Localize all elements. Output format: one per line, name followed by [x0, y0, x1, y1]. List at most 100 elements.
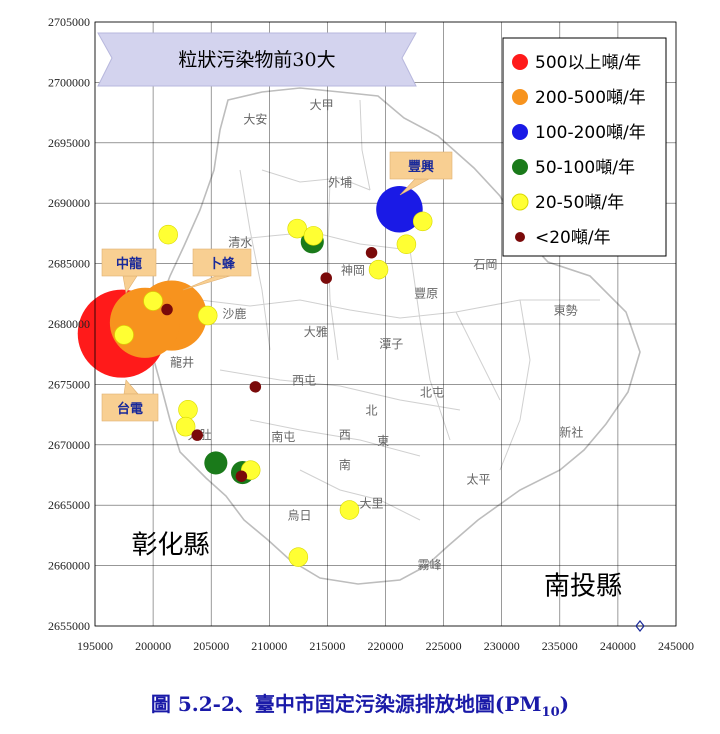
point-c20-17 [175, 416, 196, 437]
x-tick-label-0: 195000 [77, 639, 113, 653]
point-c100-3 [376, 185, 423, 233]
point-c20-7 [158, 224, 178, 245]
point-c20-16 [178, 400, 198, 420]
legend-marker-c500 [512, 54, 528, 70]
district-label-6: 石岡 [473, 257, 497, 271]
point-clt20-22 [320, 272, 332, 284]
y-tick-label-8: 2695000 [48, 136, 90, 150]
district-boundary-0 [261, 169, 371, 191]
point-c20-10 [114, 325, 134, 345]
y-tick-label-3: 2670000 [48, 438, 90, 452]
district-label-23: 太平 [466, 471, 490, 486]
x-tick-label-7: 230000 [484, 639, 520, 653]
x-tick-label-1: 200000 [135, 639, 171, 653]
district-label-11: 大雅 [304, 324, 328, 339]
district-label-22: 南 [339, 457, 351, 472]
legend-marker-c50 [512, 159, 528, 175]
point-clt20-25 [191, 429, 204, 441]
district-boundary-4 [327, 179, 339, 361]
y-tick-label-0: 2655000 [48, 619, 90, 633]
district-boundary-8 [299, 469, 421, 521]
y-tick-label-5: 2680000 [48, 317, 90, 331]
y-tick-label-6: 2685000 [48, 257, 90, 271]
point-c20-9 [197, 305, 218, 326]
y-tick-label-1: 2660000 [48, 559, 90, 573]
plot-frame [94, 21, 677, 627]
origin-marker-icon [635, 620, 645, 632]
point-c20-11 [287, 218, 307, 239]
legend-label-c200: 200-500噸/年 [535, 88, 646, 108]
x-tick-label-10: 245000 [658, 639, 694, 653]
district-label-9: 沙鹿 [222, 306, 246, 321]
district-boundary-7 [249, 419, 421, 457]
legend-label-c50: 50-100噸/年 [535, 158, 635, 178]
legend-box [502, 37, 667, 257]
banner-ribbon [97, 32, 417, 87]
district-label-2: 外埔 [328, 175, 352, 189]
callout-label-2: 卜蜂 [209, 256, 236, 272]
data-points [77, 185, 433, 567]
point-c20-13 [412, 211, 433, 232]
district-boundary-3 [239, 169, 271, 351]
callout-box-3 [101, 393, 159, 422]
legend-label-clt20: <20噸/年 [535, 228, 611, 248]
district-label-24: 大里 [360, 497, 384, 511]
county-label-0: 彰化縣 [132, 531, 210, 561]
chart-title: 粒狀污染物前30大 [178, 49, 335, 71]
callout-box-1 [101, 248, 157, 277]
district-label-4: 清水 [228, 236, 252, 250]
point-clt20-24 [249, 381, 262, 393]
district-label-13: 龍井 [170, 354, 194, 369]
district-label-14: 西屯 [292, 373, 316, 387]
legend-label-c500: 500以上噸/年 [535, 53, 641, 73]
axes: 195000 200000 205000 210000 215000 220000 2250… [48, 15, 694, 653]
point-c50-5 [204, 451, 228, 475]
point-c20-15 [368, 259, 389, 280]
point-clt20-21 [365, 246, 378, 259]
callout-label-0: 豐興 [408, 159, 434, 175]
point-c20-19 [339, 500, 360, 520]
y-tick-label-7: 2690000 [48, 196, 90, 210]
x-tick-label-6: 225000 [426, 639, 462, 653]
district-boundary-10 [359, 99, 371, 191]
district-label-7: 豐原 [414, 286, 438, 300]
x-tick-label-8: 235000 [542, 639, 578, 653]
legend-marker-c20 [511, 193, 529, 211]
callout-0: 豐興 [389, 151, 453, 196]
district-boundary-5 [409, 249, 451, 441]
x-tick-label-5: 220000 [368, 639, 404, 653]
emission-map-chart: 大甲大安外埔后里清水神岡石岡豐原梧棲沙鹿東勢大雅潭子龍井西屯北屯北大肚南屯西東新… [48, 15, 694, 653]
point-c20-12 [303, 226, 324, 246]
y-tick-label-9: 2700000 [48, 75, 90, 89]
x-tick-label-4: 215000 [309, 639, 345, 653]
caption-subscript: 10 [541, 705, 560, 720]
point-clt20-26 [235, 470, 248, 482]
caption-main: 圖 5.2-2、臺中市固定污染源排放地圖(PM [150, 692, 542, 716]
district-label-0: 大甲 [310, 98, 334, 112]
callout-label-3: 台電 [117, 401, 143, 417]
legend-marker-c200 [512, 89, 528, 105]
y-tick-label-2: 2665000 [48, 498, 90, 512]
legend-label-c100: 100-200噸/年 [535, 123, 646, 143]
callout-box-0 [389, 151, 453, 180]
district-label-21: 新社 [559, 424, 583, 439]
x-tick-label-3: 210000 [251, 639, 287, 653]
legend-marker-c100 [512, 124, 528, 140]
point-c20-14 [396, 234, 417, 255]
callout-2: 卜蜂 [182, 248, 252, 291]
district-label-18: 南屯 [271, 429, 295, 444]
x-tick-label-9: 240000 [600, 639, 636, 653]
legend: 500以上噸/年 200-500噸/年 100-200噸/年 50-100噸/年 20-… [502, 37, 667, 257]
district-label-5: 神岡 [341, 263, 365, 277]
x-tick-label-2: 205000 [193, 639, 229, 653]
district-label-19: 西 [339, 428, 351, 442]
district-boundary-2 [199, 299, 600, 319]
district-label-16: 北 [366, 404, 378, 418]
district-label-10: 東勢 [554, 302, 578, 317]
callout-pointer-2 [182, 275, 231, 291]
district-label-25: 烏日 [288, 509, 312, 523]
legend-label-c20: 20-50噸/年 [535, 193, 624, 213]
district-label-20: 東 [377, 434, 389, 448]
